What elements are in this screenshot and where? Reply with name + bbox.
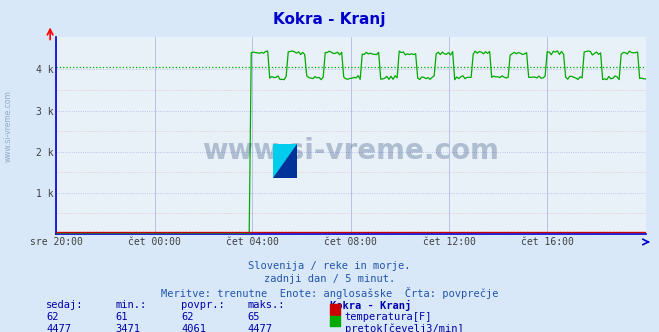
Polygon shape bbox=[273, 144, 297, 178]
Text: 3471: 3471 bbox=[115, 324, 140, 332]
Text: maks.:: maks.: bbox=[247, 300, 285, 310]
Polygon shape bbox=[273, 144, 297, 178]
Text: 4061: 4061 bbox=[181, 324, 206, 332]
Polygon shape bbox=[273, 144, 297, 178]
Text: 62: 62 bbox=[181, 312, 194, 322]
Text: Slovenija / reke in morje.: Slovenija / reke in morje. bbox=[248, 261, 411, 271]
Text: 65: 65 bbox=[247, 312, 260, 322]
Text: 61: 61 bbox=[115, 312, 128, 322]
Text: Meritve: trenutne  Enote: anglosašske  Črta: povprečje: Meritve: trenutne Enote: anglosašske Črt… bbox=[161, 287, 498, 299]
Text: povpr.:: povpr.: bbox=[181, 300, 225, 310]
Text: www.si-vreme.com: www.si-vreme.com bbox=[202, 137, 500, 165]
Text: 4477: 4477 bbox=[46, 324, 71, 332]
Text: Kokra - Kranj: Kokra - Kranj bbox=[330, 300, 411, 311]
Text: Kokra - Kranj: Kokra - Kranj bbox=[273, 12, 386, 27]
Text: www.si-vreme.com: www.si-vreme.com bbox=[3, 90, 13, 162]
Text: sedaj:: sedaj: bbox=[46, 300, 84, 310]
Text: 62: 62 bbox=[46, 312, 59, 322]
Text: pretok[čevelj3/min]: pretok[čevelj3/min] bbox=[345, 324, 463, 332]
Text: temperatura[F]: temperatura[F] bbox=[345, 312, 432, 322]
Text: 4477: 4477 bbox=[247, 324, 272, 332]
Text: zadnji dan / 5 minut.: zadnji dan / 5 minut. bbox=[264, 274, 395, 284]
Text: min.:: min.: bbox=[115, 300, 146, 310]
